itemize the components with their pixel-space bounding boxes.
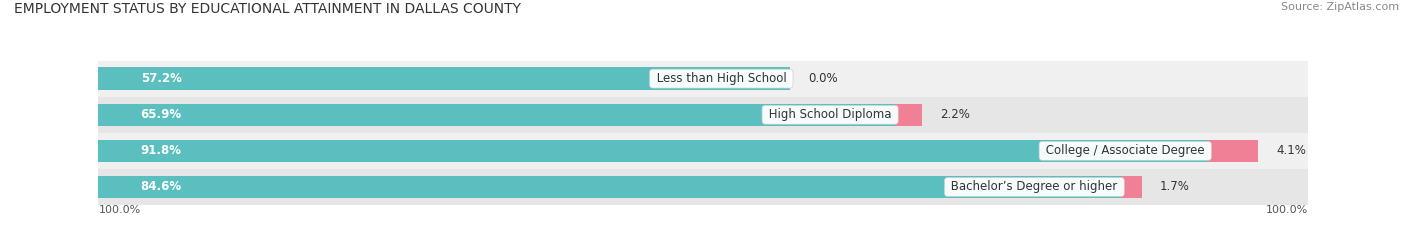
Bar (1208, 140, 1258, 162)
Text: 65.9%: 65.9% (141, 108, 181, 121)
Bar (896, 103, 922, 126)
Bar (98, 97, 1308, 133)
Text: Less than High School: Less than High School (652, 72, 790, 85)
Text: 100.0%: 100.0% (98, 205, 141, 215)
Text: College / Associate Degree: College / Associate Degree (1042, 144, 1208, 157)
Bar (98, 61, 1308, 97)
Text: 1.7%: 1.7% (1160, 181, 1189, 193)
Text: High School Diploma: High School Diploma (765, 108, 896, 121)
Text: Bachelor’s Degree or higher: Bachelor’s Degree or higher (948, 181, 1122, 193)
Bar (98, 133, 1308, 169)
Text: EMPLOYMENT STATUS BY EDUCATIONAL ATTAINMENT IN DALLAS COUNTY: EMPLOYMENT STATUS BY EDUCATIONAL ATTAINM… (14, 2, 522, 16)
Text: 57.2%: 57.2% (141, 72, 181, 85)
Text: 100.0%: 100.0% (1265, 205, 1308, 215)
Bar (1122, 176, 1142, 198)
Text: 2.2%: 2.2% (941, 108, 970, 121)
Bar (98, 67, 790, 90)
Text: 4.1%: 4.1% (1277, 144, 1306, 157)
Text: Source: ZipAtlas.com: Source: ZipAtlas.com (1281, 2, 1399, 12)
Text: 84.6%: 84.6% (141, 181, 181, 193)
Bar (98, 103, 896, 126)
Text: 91.8%: 91.8% (141, 144, 181, 157)
Text: 0.0%: 0.0% (808, 72, 838, 85)
Bar (98, 176, 1122, 198)
Bar (98, 169, 1308, 205)
Bar (98, 140, 1208, 162)
